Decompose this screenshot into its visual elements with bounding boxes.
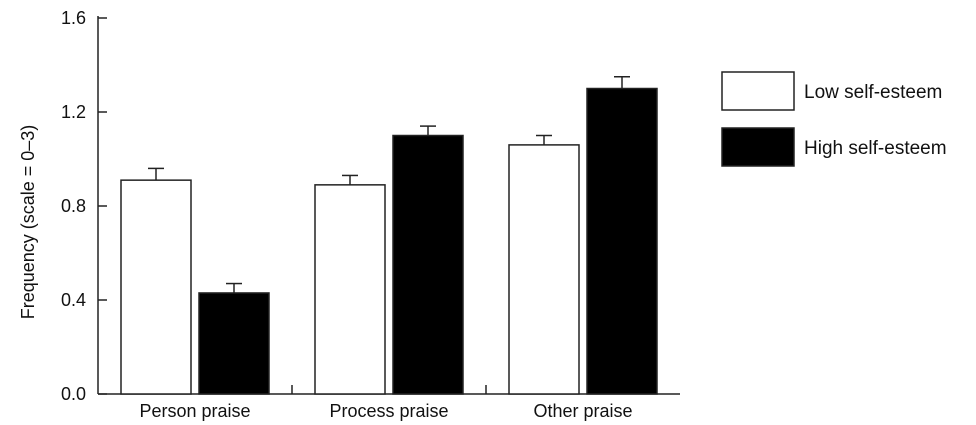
y-axis-title: Frequency (scale = 0–3) [18, 125, 38, 320]
y-axis: 0.0 0.4 0.8 1.2 1.6 [61, 8, 107, 404]
legend-label: Low self-esteem [804, 82, 942, 103]
x-tick-label: Other praise [533, 401, 632, 421]
y-tick-label: 1.6 [61, 8, 86, 28]
x-tick-label: Process praise [329, 401, 448, 421]
y-tick-label: 0.8 [61, 196, 86, 216]
bar-low-self-esteem [120, 179, 192, 395]
y-tick-label: 0.4 [61, 290, 86, 310]
legend-swatch [721, 127, 795, 167]
legend-label: High self-esteem [804, 138, 947, 159]
y-tick-label: 1.2 [61, 102, 86, 122]
y-tick-label: 0.0 [61, 384, 86, 404]
x-tick-label: Person praise [139, 401, 250, 421]
bars [120, 76, 658, 395]
bar-high-self-esteem [586, 87, 658, 395]
bar-low-self-esteem [314, 184, 386, 395]
legend: Low self-esteem High self-esteem [721, 71, 947, 167]
x-axis: Person praise Process praise Other praise [98, 385, 680, 421]
legend-swatch [721, 71, 795, 111]
bar-low-self-esteem [508, 144, 580, 395]
bar-high-self-esteem [198, 292, 270, 395]
bar-high-self-esteem [392, 134, 464, 395]
